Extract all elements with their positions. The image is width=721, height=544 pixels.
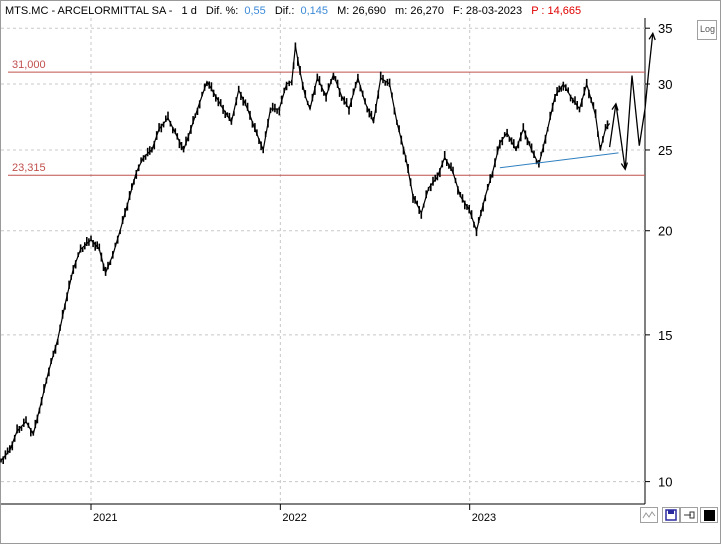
header-p: P : 14,665 bbox=[531, 5, 581, 17]
x-tick-label: 2023 bbox=[472, 512, 496, 524]
y-tick-label: 20 bbox=[658, 224, 672, 239]
header-min: m: 26,270 bbox=[395, 5, 444, 17]
pin-icon bbox=[684, 511, 695, 519]
header-info: MTS.MC - ARCELORMITTAL SA - 1 d Dif. %: … bbox=[5, 5, 581, 17]
header-max: M: 26,690 bbox=[337, 5, 386, 17]
y-tick-label: 15 bbox=[658, 328, 672, 343]
y-tick-label: 25 bbox=[658, 143, 672, 158]
y-tick-label: 35 bbox=[658, 21, 672, 36]
price-line bbox=[0, 46, 611, 461]
chart-type-button[interactable] bbox=[640, 507, 658, 523]
level-label: 31,000 bbox=[12, 59, 46, 71]
header-difpct-label: Dif. %: bbox=[206, 5, 238, 17]
header-dif-label: Dif.: bbox=[275, 5, 295, 17]
x-axis-ticks: 2021 2022 2023 bbox=[90, 504, 496, 524]
level-label: 23,315 bbox=[12, 162, 46, 174]
header-symbol: MTS.MC - ARCELORMITTAL SA - bbox=[5, 5, 173, 17]
projection-arrowhead bbox=[620, 162, 629, 171]
y-axis-ticks: 35 30 25 20 15 10 bbox=[645, 21, 672, 490]
header-date: F: 28-03-2023 bbox=[453, 5, 522, 17]
horizontal-levels: 31,000 23,315 bbox=[8, 59, 645, 176]
y-tick-label: 10 bbox=[658, 475, 672, 490]
trendline-series bbox=[499, 152, 619, 169]
wave-icon bbox=[642, 511, 656, 519]
vertical-gridlines bbox=[90, 18, 471, 504]
log-scale-label: Log bbox=[700, 24, 716, 34]
horizontal-gridlines bbox=[1, 27, 645, 483]
price-series bbox=[0, 42, 611, 464]
projection-arrowhead bbox=[611, 102, 619, 111]
header-difpct-value: 0,55 bbox=[244, 5, 265, 17]
floppy-icon bbox=[665, 509, 677, 521]
log-scale-button[interactable]: Log bbox=[697, 20, 717, 40]
black-square-icon bbox=[704, 510, 715, 521]
x-tick-label: 2022 bbox=[282, 512, 306, 524]
save-button[interactable] bbox=[662, 507, 680, 523]
trendline bbox=[499, 152, 619, 169]
header-dif-value: 0,145 bbox=[300, 5, 328, 17]
projection-series bbox=[608, 31, 656, 171]
projection-line bbox=[608, 33, 654, 170]
color-button[interactable] bbox=[700, 507, 718, 523]
x-tick-label: 2021 bbox=[93, 512, 117, 524]
header-timeframe: 1 d bbox=[182, 5, 197, 17]
y-tick-label: 30 bbox=[658, 77, 672, 92]
pin-button[interactable] bbox=[680, 507, 698, 523]
projection-arrowhead bbox=[648, 31, 656, 41]
